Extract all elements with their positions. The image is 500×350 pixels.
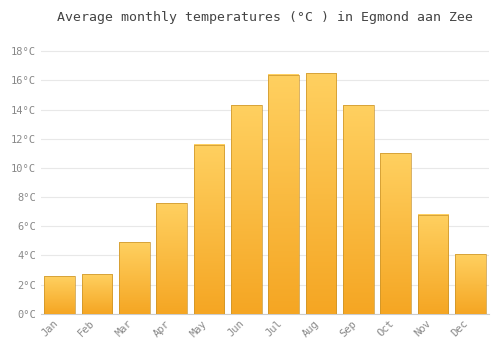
Bar <box>231 105 262 314</box>
Bar <box>343 105 374 314</box>
Bar <box>306 73 336 314</box>
Bar <box>380 153 411 314</box>
Bar <box>231 105 262 314</box>
Bar <box>119 242 150 314</box>
Bar <box>44 276 75 314</box>
Bar <box>455 254 486 314</box>
Bar <box>119 242 150 314</box>
Title: Average monthly temperatures (°C ) in Egmond aan Zee: Average monthly temperatures (°C ) in Eg… <box>57 11 473 24</box>
Bar <box>194 145 224 314</box>
Bar <box>194 145 224 314</box>
Bar <box>306 73 336 314</box>
Bar <box>156 203 187 314</box>
Bar <box>268 75 299 314</box>
Bar <box>82 274 112 314</box>
Bar <box>343 105 374 314</box>
Bar <box>156 203 187 314</box>
Bar <box>455 254 486 314</box>
Bar <box>380 153 411 314</box>
Bar <box>268 75 299 314</box>
Bar <box>418 215 448 314</box>
Bar <box>82 274 112 314</box>
Bar <box>44 276 75 314</box>
Bar <box>418 215 448 314</box>
